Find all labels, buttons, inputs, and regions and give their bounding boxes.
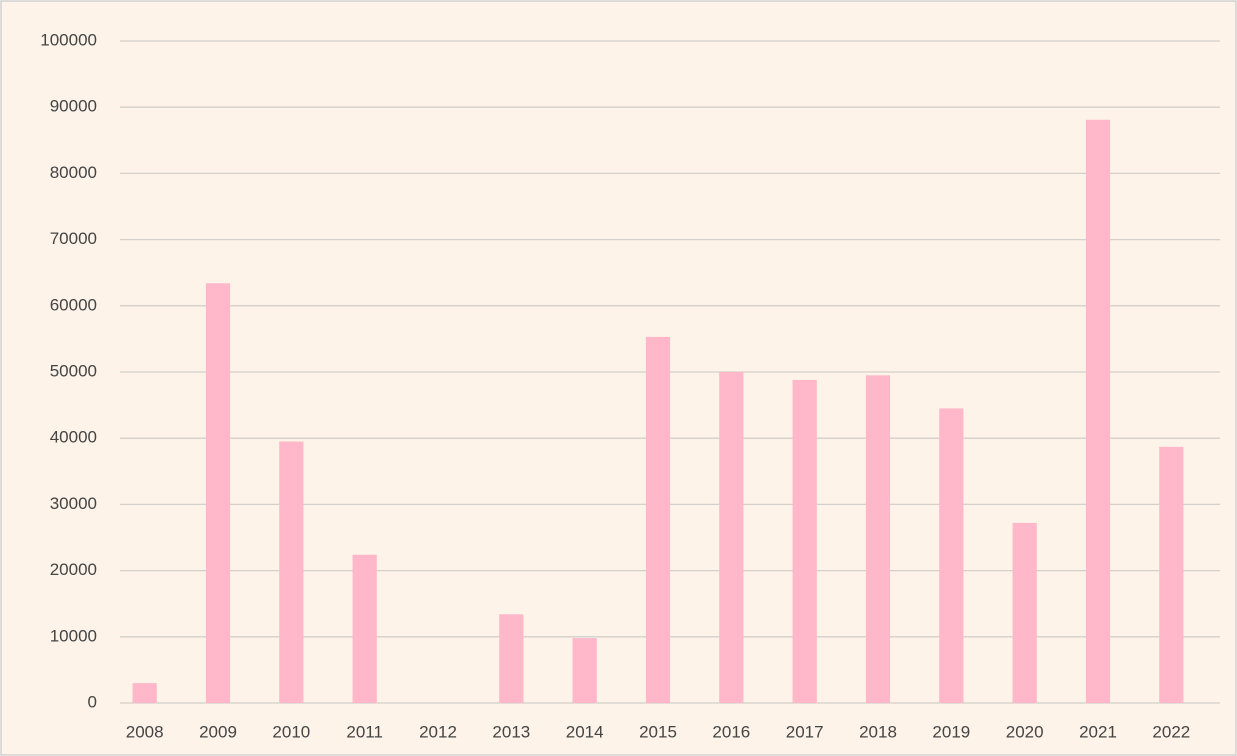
bar xyxy=(939,408,964,703)
x-tick-label: 2011 xyxy=(346,722,383,741)
bar xyxy=(499,614,524,703)
y-tick-label: 20000 xyxy=(50,560,97,579)
bar xyxy=(572,638,597,703)
x-tick-label: 2015 xyxy=(639,722,677,741)
x-tick-label: 2016 xyxy=(712,722,750,741)
bar xyxy=(352,554,377,703)
x-tick-label: 2008 xyxy=(126,722,164,741)
y-tick-label: 40000 xyxy=(50,428,97,447)
y-tick-label: 80000 xyxy=(50,163,97,182)
bar xyxy=(719,372,744,703)
bar xyxy=(1159,446,1184,703)
bar xyxy=(792,379,817,703)
bar xyxy=(865,375,891,703)
x-tick-label: 2014 xyxy=(566,722,604,741)
bar xyxy=(1085,119,1111,703)
x-tick-label: 2022 xyxy=(1152,722,1190,741)
x-tick-label: 2021 xyxy=(1079,722,1117,741)
bar xyxy=(1012,522,1037,703)
bar xyxy=(205,283,231,703)
bar xyxy=(645,336,671,703)
bar xyxy=(132,683,157,703)
y-tick-label: 90000 xyxy=(50,97,97,116)
x-tick-label: 2012 xyxy=(419,722,457,741)
x-tick-label: 2017 xyxy=(786,722,824,741)
y-tick-label: 0 xyxy=(88,692,97,711)
x-tick-label: 2009 xyxy=(199,722,237,741)
y-tick-label: 70000 xyxy=(50,229,97,248)
x-tick-label: 2018 xyxy=(859,722,897,741)
x-tick-label: 2010 xyxy=(272,722,310,741)
bar xyxy=(279,441,304,703)
x-tick-label: 2020 xyxy=(1006,722,1044,741)
y-tick-label: 30000 xyxy=(50,494,97,513)
x-tick-label: 2013 xyxy=(492,722,530,741)
y-tick-label: 60000 xyxy=(50,295,97,314)
y-tick-label: 100000 xyxy=(40,30,97,49)
y-tick-label: 50000 xyxy=(50,361,97,380)
x-tick-label: 2019 xyxy=(932,722,970,741)
y-tick-label: 10000 xyxy=(50,626,97,645)
